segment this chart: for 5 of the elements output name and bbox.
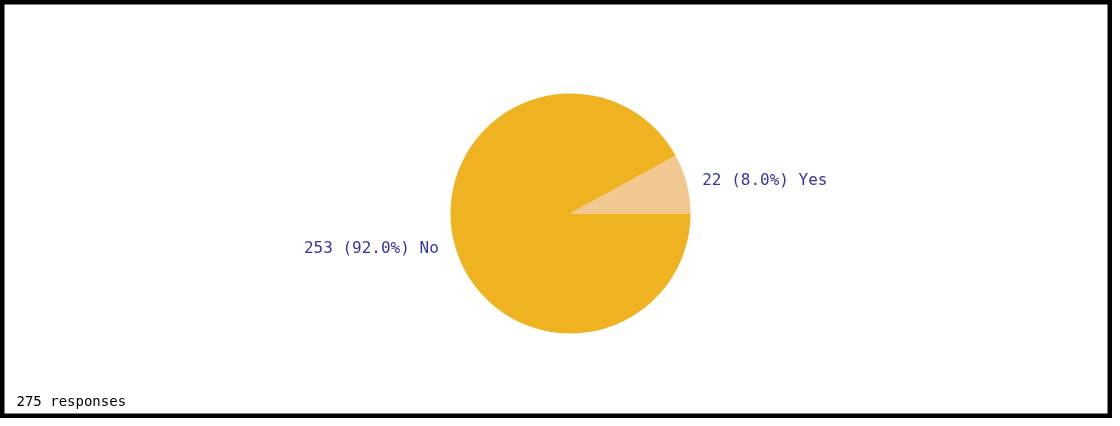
text: 275 responses xyxy=(16,392,127,409)
slice-label: No xyxy=(419,237,439,257)
data-label: 253 (92.0%) xyxy=(303,237,410,257)
data-label: 22 (8.0%) xyxy=(702,170,789,190)
slice-label: Yes xyxy=(798,170,828,190)
